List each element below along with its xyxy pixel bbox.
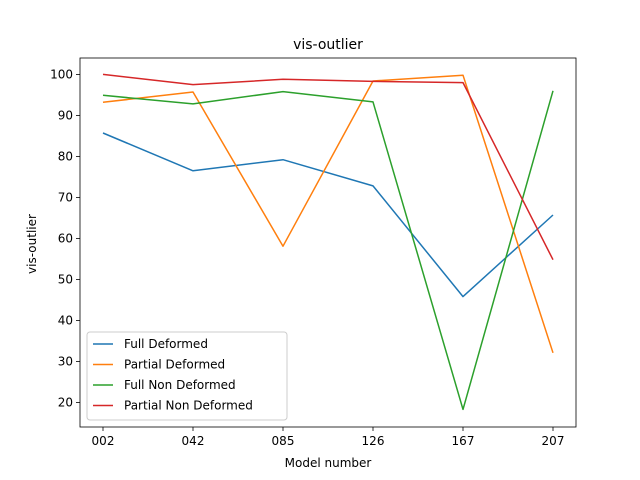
axes: 002 042 085 126 167 207 20 30 40 50 60 70 80 90 100 xyxy=(50,57,577,448)
y-tick-label: 20 xyxy=(58,395,73,409)
y-tick-label: 60 xyxy=(58,231,73,245)
x-tick-label: 042 xyxy=(182,434,205,448)
series-line-2 xyxy=(102,74,554,354)
legend-label: Full Non Deformed xyxy=(124,378,236,392)
legend-label: Partial Deformed xyxy=(124,358,225,372)
y-tick-label: 50 xyxy=(58,272,73,286)
series-line-4 xyxy=(102,73,554,261)
series-line-1 xyxy=(102,132,554,298)
y-tick-label: 40 xyxy=(58,313,73,327)
x-tick-label: 002 xyxy=(92,434,115,448)
y-tick-label: 90 xyxy=(58,108,73,122)
x-tick-label: 207 xyxy=(542,434,565,448)
x-tick-label: 126 xyxy=(362,434,385,448)
x-tick-label: 167 xyxy=(452,434,475,448)
x-tick-label: 085 xyxy=(272,434,295,448)
chart-title: vis-outlier xyxy=(293,37,363,53)
plot-frame xyxy=(79,57,577,428)
plot-area xyxy=(102,73,554,411)
x-axis-label: Model number xyxy=(285,456,372,470)
y-tick-label: 30 xyxy=(58,354,73,368)
y-tick-label: 70 xyxy=(58,190,73,204)
series-line-3 xyxy=(102,90,554,411)
legend-label: Partial Non Deformed xyxy=(124,399,253,413)
legend-label: Full Deformed xyxy=(124,337,208,351)
y-tick-label: 100 xyxy=(50,67,73,81)
y-tick-label: 80 xyxy=(58,149,73,163)
legend-box xyxy=(86,331,288,421)
y-axis-label: vis-outlier xyxy=(25,214,39,274)
legend: Full Deformed Partial Deformed Full Non De… xyxy=(86,331,288,421)
